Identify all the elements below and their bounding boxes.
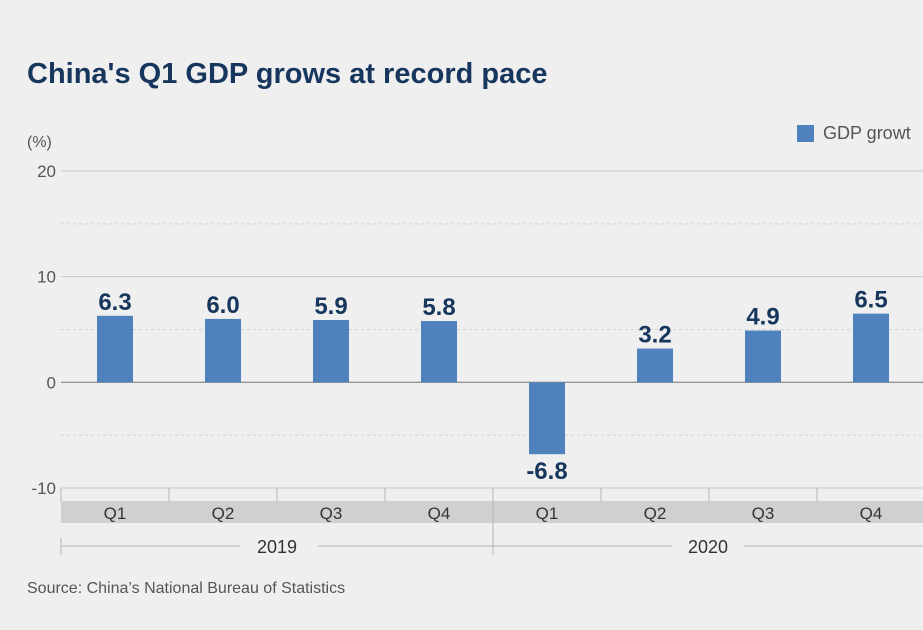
x-tick-label: Q4 xyxy=(860,504,883,523)
y-tick-label: 20 xyxy=(37,162,56,181)
year-label: 2020 xyxy=(688,537,728,557)
bar-value-label: 6.5 xyxy=(854,287,887,314)
x-tick-label: Q1 xyxy=(104,504,127,523)
bar-value-label: 6.0 xyxy=(206,292,239,319)
chart-title: China's Q1 GDP grows at record pace xyxy=(27,58,548,90)
bar xyxy=(313,319,349,383)
bar xyxy=(529,382,565,455)
bar xyxy=(97,315,133,383)
x-tick-label: Q2 xyxy=(644,504,667,523)
bar-value-label: 5.8 xyxy=(422,294,455,321)
bar xyxy=(637,348,673,383)
legend: GDP growt xyxy=(797,123,911,144)
bar-value-label: 5.9 xyxy=(314,293,347,320)
bar xyxy=(421,321,457,383)
y-tick-label: -10 xyxy=(31,479,56,498)
y-axis-unit-label: (%) xyxy=(27,134,52,151)
bar-value-label: 4.9 xyxy=(746,304,779,331)
bar xyxy=(205,318,241,383)
x-tick-label: Q3 xyxy=(320,504,343,523)
x-tick-label: Q3 xyxy=(752,504,775,523)
bar xyxy=(853,313,889,383)
x-tick-label: Q2 xyxy=(212,504,235,523)
source-note: Source: China’s National Bureau of Stati… xyxy=(27,580,346,597)
legend-label: GDP growt xyxy=(823,123,911,143)
bar xyxy=(745,330,781,383)
legend-swatch xyxy=(797,125,814,142)
year-label: 2019 xyxy=(257,537,297,557)
y-tick-label: 10 xyxy=(37,268,56,287)
bar-value-label: 3.2 xyxy=(638,322,671,349)
x-tick-label: Q4 xyxy=(428,504,451,523)
y-tick-label: 0 xyxy=(47,373,56,392)
quarter-band xyxy=(61,501,923,523)
bar-value-label: 6.3 xyxy=(98,289,131,316)
x-tick-label: Q1 xyxy=(536,504,559,523)
bar-value-label: -6.8 xyxy=(526,458,567,485)
